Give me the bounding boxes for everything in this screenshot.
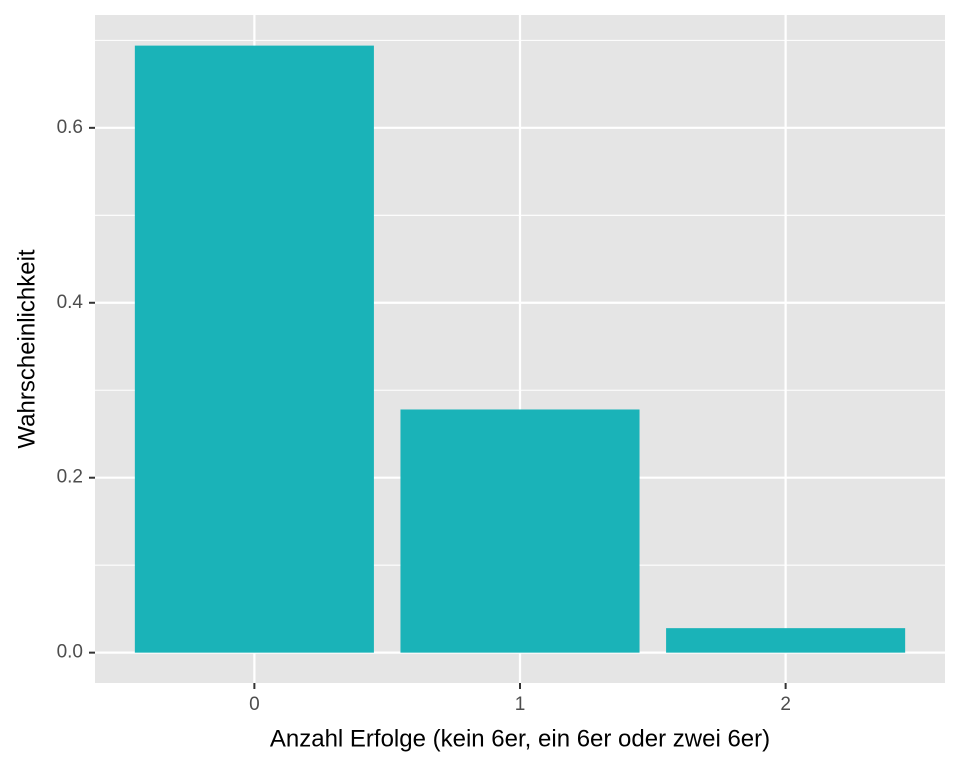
x-axis-label: Anzahl Erfolge (kein 6er, ein 6er oder z… [270, 725, 770, 752]
y-tick-label: 0.0 [57, 642, 83, 663]
bar [666, 628, 906, 653]
x-tick-label: 1 [515, 694, 526, 715]
y-tick-label: 0.2 [57, 467, 83, 488]
bar [134, 45, 374, 653]
y-tick-label: 0.4 [57, 292, 84, 313]
y-axis-label: Wahrscheinlichkeit [13, 249, 40, 449]
y-tick-label: 0.6 [57, 117, 83, 138]
bar [400, 409, 640, 653]
x-tick-label: 0 [249, 694, 260, 715]
x-tick-label: 2 [780, 694, 791, 715]
